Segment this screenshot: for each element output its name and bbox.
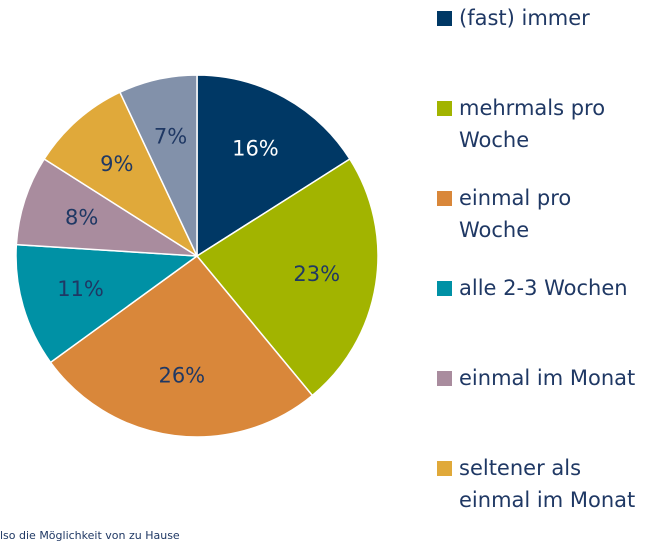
pie-slice (15, 157, 198, 257)
legend-item: mehrmals pro Woche (437, 92, 637, 156)
pie-slice (195, 157, 379, 397)
legend-item: einmal pro Woche (437, 182, 637, 246)
legend-swatch (437, 281, 452, 296)
slice-label: 7% (154, 125, 187, 149)
legend-label: (fast) immer (459, 6, 590, 30)
slice-label: 9% (100, 152, 133, 176)
pie-slice (196, 74, 351, 258)
legend-label: seltener als einmal im Monat (459, 456, 636, 512)
legend-swatch (437, 461, 452, 476)
slice-label: 23% (293, 262, 340, 286)
slice-label: 8% (65, 206, 98, 230)
legend-item: (fast) immer (437, 2, 637, 34)
legend-item: alle 2-3 Wochen (437, 272, 637, 304)
pie-slice (118, 74, 198, 257)
slice-label: 11% (57, 277, 104, 301)
slice-label: 16% (232, 137, 279, 161)
legend-item: einmal im Monat (437, 362, 637, 394)
legend-label: einmal pro Woche (459, 186, 572, 242)
legend-swatch (437, 11, 452, 26)
footnote: lso die Möglichkeit von zu Hause (0, 529, 180, 542)
pie-slice (49, 254, 314, 438)
legend-label: mehrmals pro Woche (459, 96, 606, 152)
legend-label: alle 2-3 Wochen (459, 276, 628, 300)
legend-item: seltener als einmal im Monat (437, 452, 637, 516)
pie-slice (15, 243, 200, 364)
slice-label: 26% (158, 363, 205, 387)
legend-swatch (437, 371, 452, 386)
legend-swatch (437, 191, 452, 206)
legend-swatch (437, 101, 452, 116)
pie-slice (43, 91, 199, 259)
legend-label: einmal im Monat (459, 366, 636, 390)
